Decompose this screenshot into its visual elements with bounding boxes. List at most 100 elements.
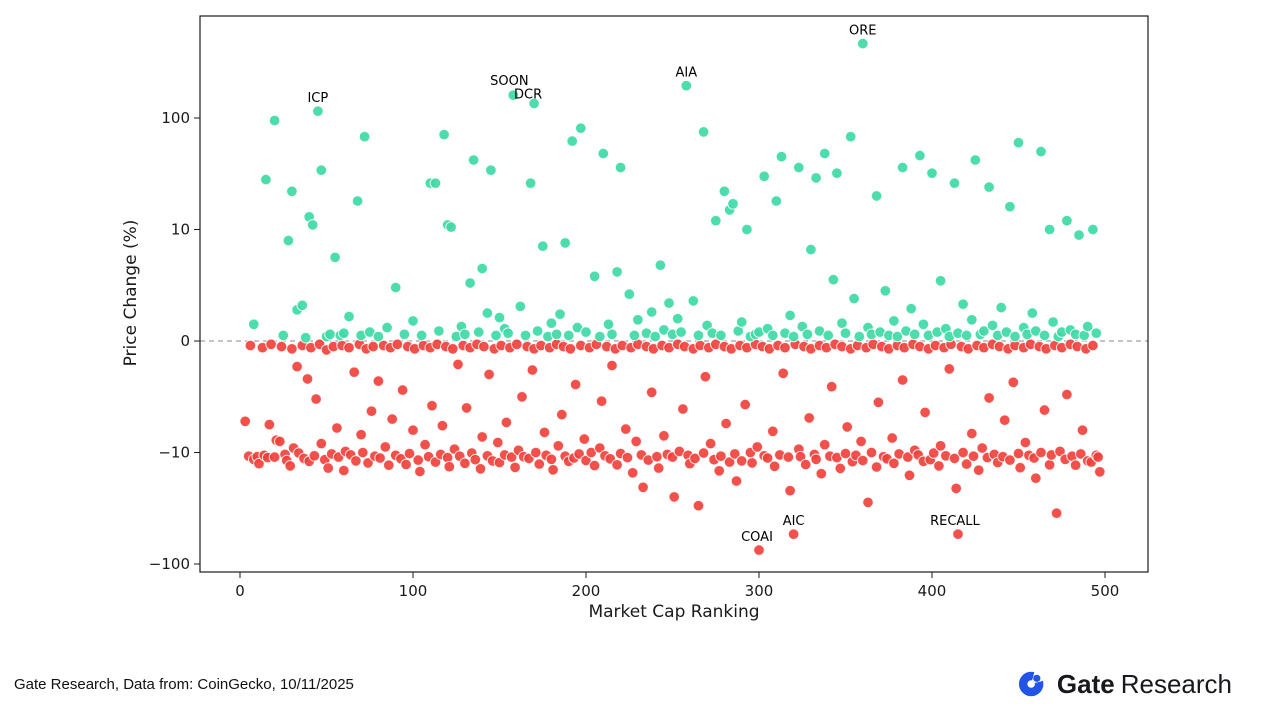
data-point xyxy=(1061,388,1073,401)
data-point xyxy=(649,330,662,343)
data-point xyxy=(1007,376,1020,389)
data-point xyxy=(739,398,752,411)
data-point xyxy=(614,161,627,174)
data-point xyxy=(282,234,295,247)
source-text: Gate Research, Data from: CoinGecko, 10/… xyxy=(14,676,354,693)
data-point xyxy=(537,240,549,252)
data-point xyxy=(602,318,615,331)
data-point xyxy=(919,406,931,419)
data-point xyxy=(888,457,900,470)
data-point xyxy=(493,311,506,324)
data-point xyxy=(329,251,341,264)
data-point xyxy=(810,172,822,184)
data-point xyxy=(697,126,710,138)
data-point xyxy=(611,266,623,278)
data-point xyxy=(452,358,464,371)
data-point xyxy=(888,315,900,327)
data-point xyxy=(651,450,663,463)
data-point xyxy=(476,262,489,275)
data-point xyxy=(663,297,675,309)
data-point xyxy=(481,307,494,319)
data-point xyxy=(573,448,585,460)
data-point xyxy=(680,79,693,92)
data-point xyxy=(400,458,412,471)
data-point xyxy=(308,450,321,462)
data-point xyxy=(1038,329,1051,342)
data-point xyxy=(514,300,527,313)
plot-border xyxy=(199,15,1149,573)
data-point xyxy=(729,448,741,460)
data-point xyxy=(715,450,727,463)
data-point xyxy=(818,438,831,451)
data-point xyxy=(1094,466,1106,478)
data-point xyxy=(810,453,822,466)
data-point xyxy=(301,373,314,385)
data-point xyxy=(386,413,399,425)
data-point xyxy=(879,285,892,297)
point-annotation-coai: COAI xyxy=(741,530,773,545)
data-point xyxy=(934,275,947,287)
logo-word-gate: Gate xyxy=(1056,668,1115,699)
data-point xyxy=(746,457,758,469)
data-point xyxy=(1069,459,1082,472)
data-point xyxy=(478,340,490,353)
data-point xyxy=(675,326,687,338)
data-point xyxy=(469,453,482,466)
data-point xyxy=(713,465,726,477)
data-point xyxy=(355,428,367,441)
data-point xyxy=(1026,307,1039,319)
data-point xyxy=(545,317,558,330)
data-point xyxy=(550,328,563,341)
y-tick-label: −100 xyxy=(149,555,190,573)
data-point xyxy=(626,467,639,479)
data-point xyxy=(886,432,899,444)
data-point xyxy=(296,299,309,312)
data-point xyxy=(338,464,350,477)
data-point xyxy=(960,458,973,470)
data-point xyxy=(948,177,961,189)
x-axis-label: Market Cap Ranking xyxy=(588,602,760,622)
data-point xyxy=(578,433,591,445)
data-point xyxy=(822,329,835,342)
data-point xyxy=(784,484,796,497)
data-point xyxy=(770,195,783,207)
data-point xyxy=(389,281,402,294)
data-point xyxy=(1019,436,1032,449)
data-point xyxy=(972,464,985,477)
data-point xyxy=(239,415,251,428)
series-gainers xyxy=(248,37,1103,344)
data-point xyxy=(645,306,658,318)
data-point xyxy=(891,330,904,343)
data-point xyxy=(1043,223,1056,236)
x-tick-label: 100 xyxy=(399,582,428,600)
data-point xyxy=(969,154,982,166)
data-point xyxy=(933,460,945,472)
data-point xyxy=(844,130,857,143)
data-point xyxy=(474,463,487,475)
data-point xyxy=(516,391,528,403)
data-point xyxy=(905,302,918,315)
data-point xyxy=(637,481,649,494)
data-point xyxy=(1081,320,1094,333)
data-point xyxy=(447,343,459,355)
data-point xyxy=(727,198,739,210)
data-point xyxy=(623,288,636,301)
data-point xyxy=(415,329,428,342)
data-point xyxy=(927,447,940,459)
data-point xyxy=(580,326,592,338)
data-point xyxy=(500,416,513,429)
data-point xyxy=(779,341,791,354)
data-point xyxy=(412,454,425,466)
data-point xyxy=(950,482,963,495)
data-point xyxy=(839,327,852,340)
data-point xyxy=(277,329,290,342)
data-point xyxy=(312,105,324,117)
data-point xyxy=(914,149,926,162)
data-point xyxy=(459,457,471,470)
data-point xyxy=(957,298,969,311)
data-point xyxy=(978,325,990,337)
data-point xyxy=(1073,229,1085,241)
data-point xyxy=(831,167,843,179)
data-point xyxy=(870,190,883,202)
data-point xyxy=(443,460,456,473)
